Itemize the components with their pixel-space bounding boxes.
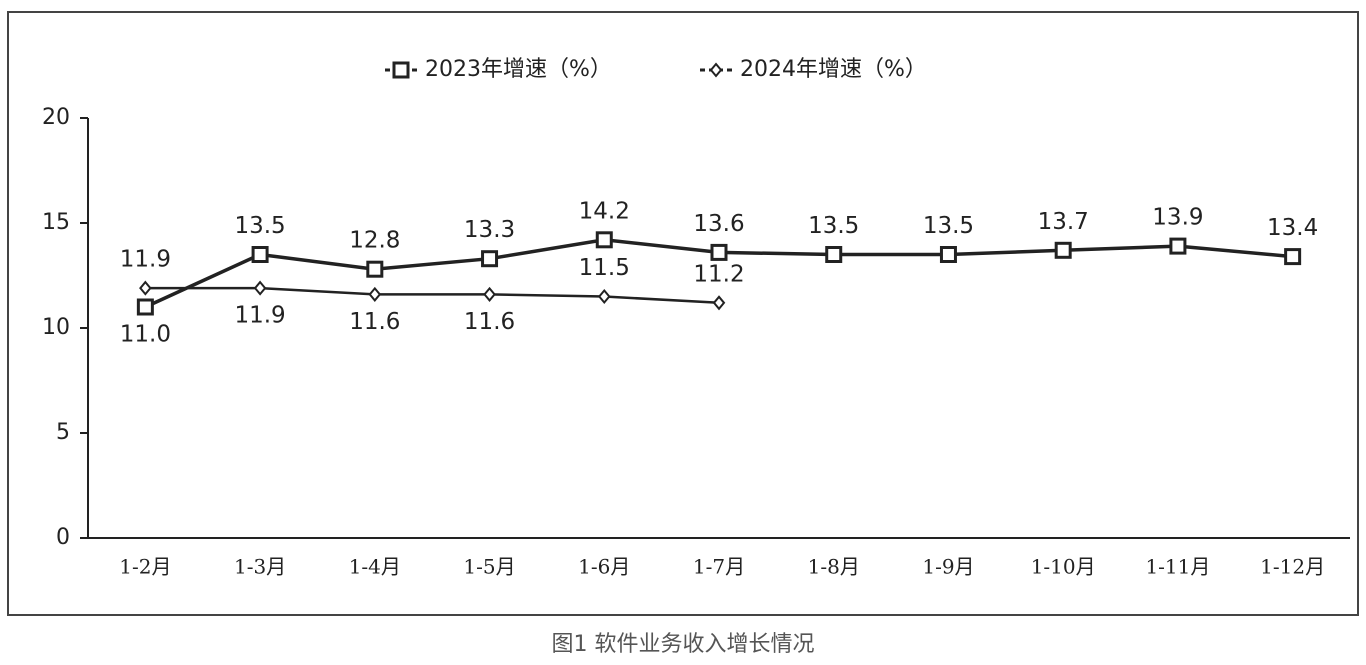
marker [712, 295, 726, 311]
data-label: 13.3 [464, 217, 515, 243]
x-tick-label: 1-7月 [693, 555, 745, 579]
data-label: 13.4 [1267, 215, 1318, 241]
x-tick-label: 1-9月 [922, 555, 974, 579]
data-label: 11.6 [464, 309, 515, 335]
marker [595, 231, 613, 249]
x-tick-label: 1-6月 [578, 555, 630, 579]
data-label: 12.8 [349, 228, 400, 254]
x-tick-label: 1-5月 [463, 555, 515, 579]
series-line [145, 286, 720, 305]
x-tick-label: 1-3月 [234, 555, 286, 579]
data-label: 11.9 [234, 303, 285, 329]
marker [825, 246, 843, 263]
legend-marker [392, 61, 410, 79]
data-label: 13.9 [1152, 205, 1203, 231]
y-tick-label: 0 [56, 525, 70, 550]
marker [251, 246, 269, 263]
data-label: 13.7 [1038, 209, 1089, 235]
legend-label: 2023年增速（%） [425, 57, 612, 82]
y-tick-label: 20 [42, 105, 70, 130]
marker [481, 250, 499, 268]
marker [483, 286, 496, 302]
marker [1284, 248, 1302, 266]
marker [1054, 241, 1072, 259]
marker [368, 286, 382, 302]
x-tick-label: 1-4月 [349, 555, 401, 579]
marker [710, 243, 728, 261]
data-label: 11.0 [120, 322, 171, 348]
caption: 图1 软件业务收入增长情况 [552, 632, 815, 657]
marker [1169, 237, 1187, 255]
x-tick-label: 1-10月 [1031, 555, 1096, 579]
data-label: 11.6 [349, 309, 400, 335]
data-label: 14.2 [579, 198, 630, 224]
marker [136, 298, 154, 316]
x-tick-label: 1-11月 [1145, 555, 1210, 579]
x-tick-label: 1-2月 [119, 555, 171, 579]
y-tick-label: 15 [42, 210, 70, 235]
y-tick-label: 10 [42, 315, 70, 340]
data-label: 11.2 [693, 261, 744, 287]
data-label: 13.5 [234, 213, 285, 239]
marker [597, 288, 611, 305]
legend-label: 2024年增速（%） [740, 57, 927, 82]
data-label: 13.5 [923, 213, 974, 239]
marker [139, 280, 152, 296]
x-tick-label: 1-8月 [808, 555, 860, 579]
chart-frame [7, 11, 1359, 616]
data-label: 13.5 [808, 213, 859, 239]
data-label: 13.6 [693, 211, 744, 237]
marker [366, 260, 384, 278]
data-label: 11.5 [579, 255, 630, 281]
data-label: 11.9 [120, 247, 171, 273]
y-tick-label: 5 [56, 420, 70, 445]
marker [939, 246, 957, 263]
x-tick-label: 1-12月 [1260, 555, 1325, 579]
legend-marker [709, 62, 723, 78]
marker [253, 280, 267, 296]
